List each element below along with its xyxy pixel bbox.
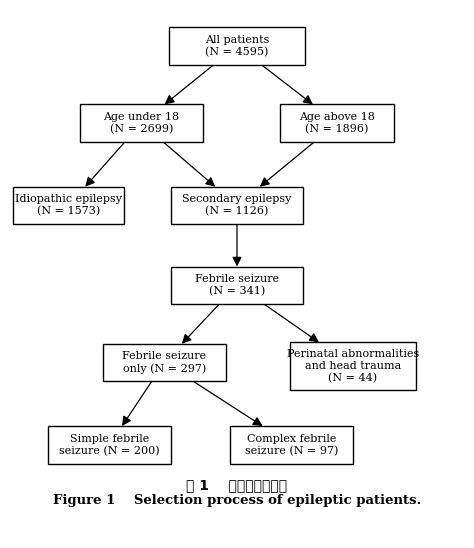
Text: Figure 1    Selection process of epileptic patients.: Figure 1 Selection process of epileptic …	[53, 494, 421, 507]
Text: All patients
(N = 4595): All patients (N = 4595)	[205, 35, 269, 57]
Text: Secondary epilepsy
(N = 1126): Secondary epilepsy (N = 1126)	[182, 195, 292, 216]
Text: Simple febrile
seizure (N = 200): Simple febrile seizure (N = 200)	[59, 434, 160, 456]
FancyBboxPatch shape	[280, 105, 394, 142]
FancyBboxPatch shape	[80, 105, 203, 142]
FancyBboxPatch shape	[291, 342, 416, 390]
Text: Complex febrile
seizure (N = 97): Complex febrile seizure (N = 97)	[245, 434, 338, 456]
FancyBboxPatch shape	[103, 344, 226, 381]
FancyBboxPatch shape	[48, 426, 171, 464]
Text: Febrile seizure
(N = 341): Febrile seizure (N = 341)	[195, 274, 279, 296]
Text: Idiopathic epilepsy
(N = 1573): Idiopathic epilepsy (N = 1573)	[15, 195, 122, 216]
FancyBboxPatch shape	[230, 426, 353, 464]
FancyBboxPatch shape	[169, 27, 305, 65]
FancyBboxPatch shape	[171, 266, 303, 304]
Text: Age under 18
(N = 2699): Age under 18 (N = 2699)	[103, 112, 180, 134]
Text: 图 1    癌癌筛选流程图: 图 1 癌癌筛选流程图	[186, 478, 288, 492]
Text: Perinatal abnormalities
and head trauma
(N = 44): Perinatal abnormalities and head trauma …	[287, 349, 419, 383]
Text: Age above 18
(N = 1896): Age above 18 (N = 1896)	[299, 112, 375, 134]
Text: Febrile seizure
only (N = 297): Febrile seizure only (N = 297)	[122, 351, 206, 374]
FancyBboxPatch shape	[13, 187, 124, 224]
FancyBboxPatch shape	[171, 187, 303, 224]
